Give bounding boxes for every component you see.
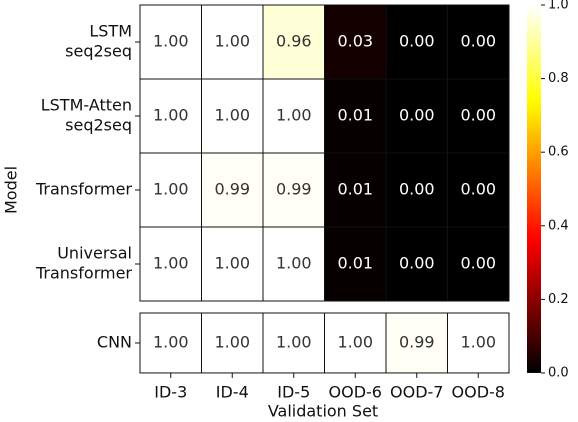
x-tick-label: OOD-8 <box>452 382 505 401</box>
heatmap-cell <box>447 152 510 228</box>
cell-label: 0.00 <box>399 32 435 51</box>
cell-label: 1.00 <box>276 332 312 351</box>
x-axis-label: Validation Set <box>268 402 378 421</box>
cell-label: 0.01 <box>337 180 373 199</box>
cell-label: 1.00 <box>153 254 189 273</box>
y-tick-label: Transformer <box>35 180 132 199</box>
heatmap-cell <box>385 152 448 228</box>
y-tick-label: LSTM <box>89 22 132 41</box>
cell-label: 0.99 <box>276 180 312 199</box>
y-tick-label: Universal <box>57 244 132 263</box>
cell-label: 1.00 <box>153 106 189 125</box>
heatmap-cell <box>139 152 202 228</box>
cell-label: 1.00 <box>153 32 189 51</box>
heatmap-cell <box>139 312 202 374</box>
y-tick-label: CNN <box>97 332 132 351</box>
heatmap-cell <box>385 312 448 374</box>
colorbar-tick-label: 0.0 <box>548 365 569 380</box>
heatmap-cell <box>201 4 264 80</box>
heatmap-cell <box>262 312 325 374</box>
cell-label: 1.00 <box>276 106 312 125</box>
heatmap-cell <box>139 226 202 302</box>
cell-label: 0.00 <box>460 254 496 273</box>
y-tick-label: LSTM-Atten <box>41 96 132 115</box>
colorbar <box>527 5 541 373</box>
y-tick-label: seq2seq <box>65 116 132 135</box>
cell-label: 1.00 <box>214 332 250 351</box>
cell-label: 1.00 <box>153 180 189 199</box>
x-tick-label: ID-4 <box>216 382 249 401</box>
heatmap-cell <box>201 226 264 302</box>
heatmap-cell <box>324 78 387 154</box>
cell-label: 0.01 <box>337 106 373 125</box>
x-tick-label: OOD-6 <box>329 382 382 401</box>
y-tick-label: Transformer <box>35 264 132 283</box>
cell-label: 0.00 <box>399 180 435 199</box>
cell-label: 1.00 <box>153 332 189 351</box>
x-tick-label: ID-5 <box>277 382 310 401</box>
heatmap-cell <box>447 312 510 374</box>
cell-label: 0.03 <box>337 32 373 51</box>
heatmap-cell <box>139 78 202 154</box>
cell-label: 1.00 <box>276 254 312 273</box>
cell-label: 0.99 <box>399 332 435 351</box>
x-tick-label: ID-3 <box>154 382 187 401</box>
y-axis-label: Model <box>2 166 21 214</box>
heatmap-cell <box>201 312 264 374</box>
heatmap-cell <box>385 78 448 154</box>
colorbar-tick-label: 0.8 <box>548 71 569 86</box>
cell-label: 0.00 <box>399 106 435 125</box>
cell-label: 0.01 <box>337 254 373 273</box>
cell-label: 0.00 <box>460 106 496 125</box>
cell-label: 0.00 <box>460 32 496 51</box>
cell-label: 0.00 <box>460 180 496 199</box>
heatmap-cell <box>447 226 510 302</box>
cell-label: 0.00 <box>399 254 435 273</box>
cell-label: 1.00 <box>214 106 250 125</box>
colorbar-tick-label: 0.6 <box>548 145 569 160</box>
heatmap-cell <box>324 312 387 374</box>
cell-label: 0.96 <box>276 32 312 51</box>
heatmap-cell <box>324 152 387 228</box>
heatmap-cell <box>262 152 325 228</box>
cell-label: 1.00 <box>460 332 496 351</box>
heatmap-cell <box>447 4 510 80</box>
y-tick-label: seq2seq <box>65 42 132 61</box>
colorbar-tick-label: 0.2 <box>548 292 569 307</box>
heatmap-cell <box>447 78 510 154</box>
x-tick-label: OOD-7 <box>390 382 443 401</box>
cell-label: 1.00 <box>214 254 250 273</box>
cell-label: 1.00 <box>214 32 250 51</box>
heatmap-cell <box>262 226 325 302</box>
heatmap-cell <box>324 226 387 302</box>
cell-label: 1.00 <box>337 332 373 351</box>
colorbar-tick-label: 0.4 <box>548 218 569 233</box>
colorbar-tick-label: 1.0 <box>548 0 569 13</box>
cell-label: 0.99 <box>214 180 250 199</box>
heatmap-cell <box>201 152 264 228</box>
